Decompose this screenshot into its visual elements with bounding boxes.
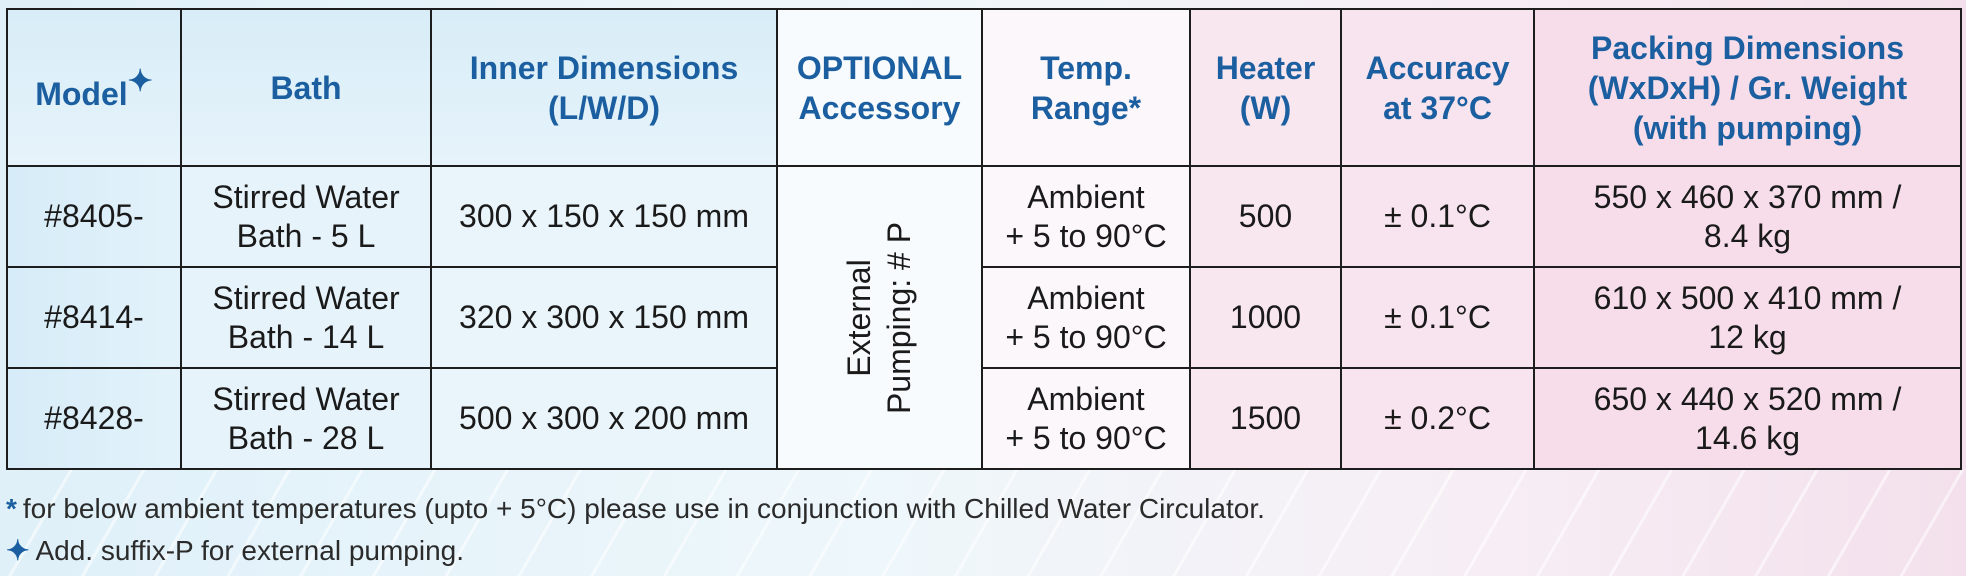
cell-accuracy: ± 0.1°C	[1340, 165, 1535, 268]
cell-accuracy: ± 0.1°C	[1340, 266, 1535, 369]
footnote-suffix: ✦ Add. suffix-P for external pumping.	[6, 535, 464, 566]
asterisk-icon: *	[6, 493, 17, 524]
cell-model: #8428-	[6, 367, 182, 470]
cell-heater: 1500	[1189, 367, 1342, 470]
cell-model: #8414-	[6, 266, 182, 369]
table-row: #8414- Stirred Water Bath - 14 L 320 x 30…	[6, 266, 1962, 369]
cell-temp-range: Ambient + 5 to 90°C	[981, 165, 1191, 268]
star-plus-icon: ✦	[6, 535, 30, 566]
cell-temp-range: Ambient + 5 to 90°C	[981, 367, 1191, 470]
footnote-temperature: * for below ambient temperatures (upto + …	[6, 493, 1265, 524]
header-packing-dimensions: Packing Dimensions (WxDxH) / Gr. Weight (w…	[1533, 8, 1962, 167]
cell-heater: 1000	[1189, 266, 1342, 369]
header-row: Model✦ Bath Inner Dimensions (L/W/D) OPTI…	[6, 8, 1962, 167]
cell-inner-dimensions: 300 x 150 x 150 mm	[430, 165, 778, 268]
header-optional-accessory: OPTIONAL Accessory	[776, 8, 983, 167]
cell-inner-dimensions: 320 x 300 x 150 mm	[430, 266, 778, 369]
cell-inner-dimensions: 500 x 300 x 200 mm	[430, 367, 778, 470]
header-inner-dimensions: Inner Dimensions (L/W/D)	[430, 8, 778, 167]
table-row: #8405- Stirred Water Bath - 5 L 300 x 150…	[6, 165, 1962, 470]
header-model: Model✦	[6, 8, 182, 167]
header-heater: Heater (W)	[1189, 8, 1342, 167]
spec-table: Model✦ Bath Inner Dimensions (L/W/D) OPTI…	[6, 8, 1962, 470]
header-bath: Bath	[180, 8, 432, 167]
footnotes: * for below ambient temperatures (upto + …	[6, 488, 1265, 572]
cell-bath: Stirred Water Bath - 28 L	[180, 367, 432, 470]
cell-model: #8405-	[6, 165, 182, 268]
cell-packing: 650 x 440 x 520 mm /14.6 kg	[1533, 367, 1962, 470]
header-temp-range: Temp. Range*	[981, 8, 1191, 167]
header-accuracy: Accuracy at 37°C	[1340, 8, 1535, 167]
cell-optional-accessory: External Pumping: # P	[776, 165, 983, 470]
cell-temp-range: Ambient + 5 to 90°C	[981, 266, 1191, 369]
cell-bath: Stirred Water Bath - 14 L	[180, 266, 432, 369]
cell-accuracy: ± 0.2°C	[1340, 367, 1535, 470]
star-plus-icon: ✦	[127, 64, 153, 98]
cell-heater: 500	[1189, 165, 1342, 268]
table-row: #8428- Stirred Water Bath - 28 L 500 x 30…	[6, 367, 1962, 470]
cell-packing: 550 x 460 x 370 mm /8.4 kg	[1533, 165, 1962, 268]
cell-packing: 610 x 500 x 410 mm /12 kg	[1533, 266, 1962, 369]
cell-bath: Stirred Water Bath - 5 L	[180, 165, 432, 268]
